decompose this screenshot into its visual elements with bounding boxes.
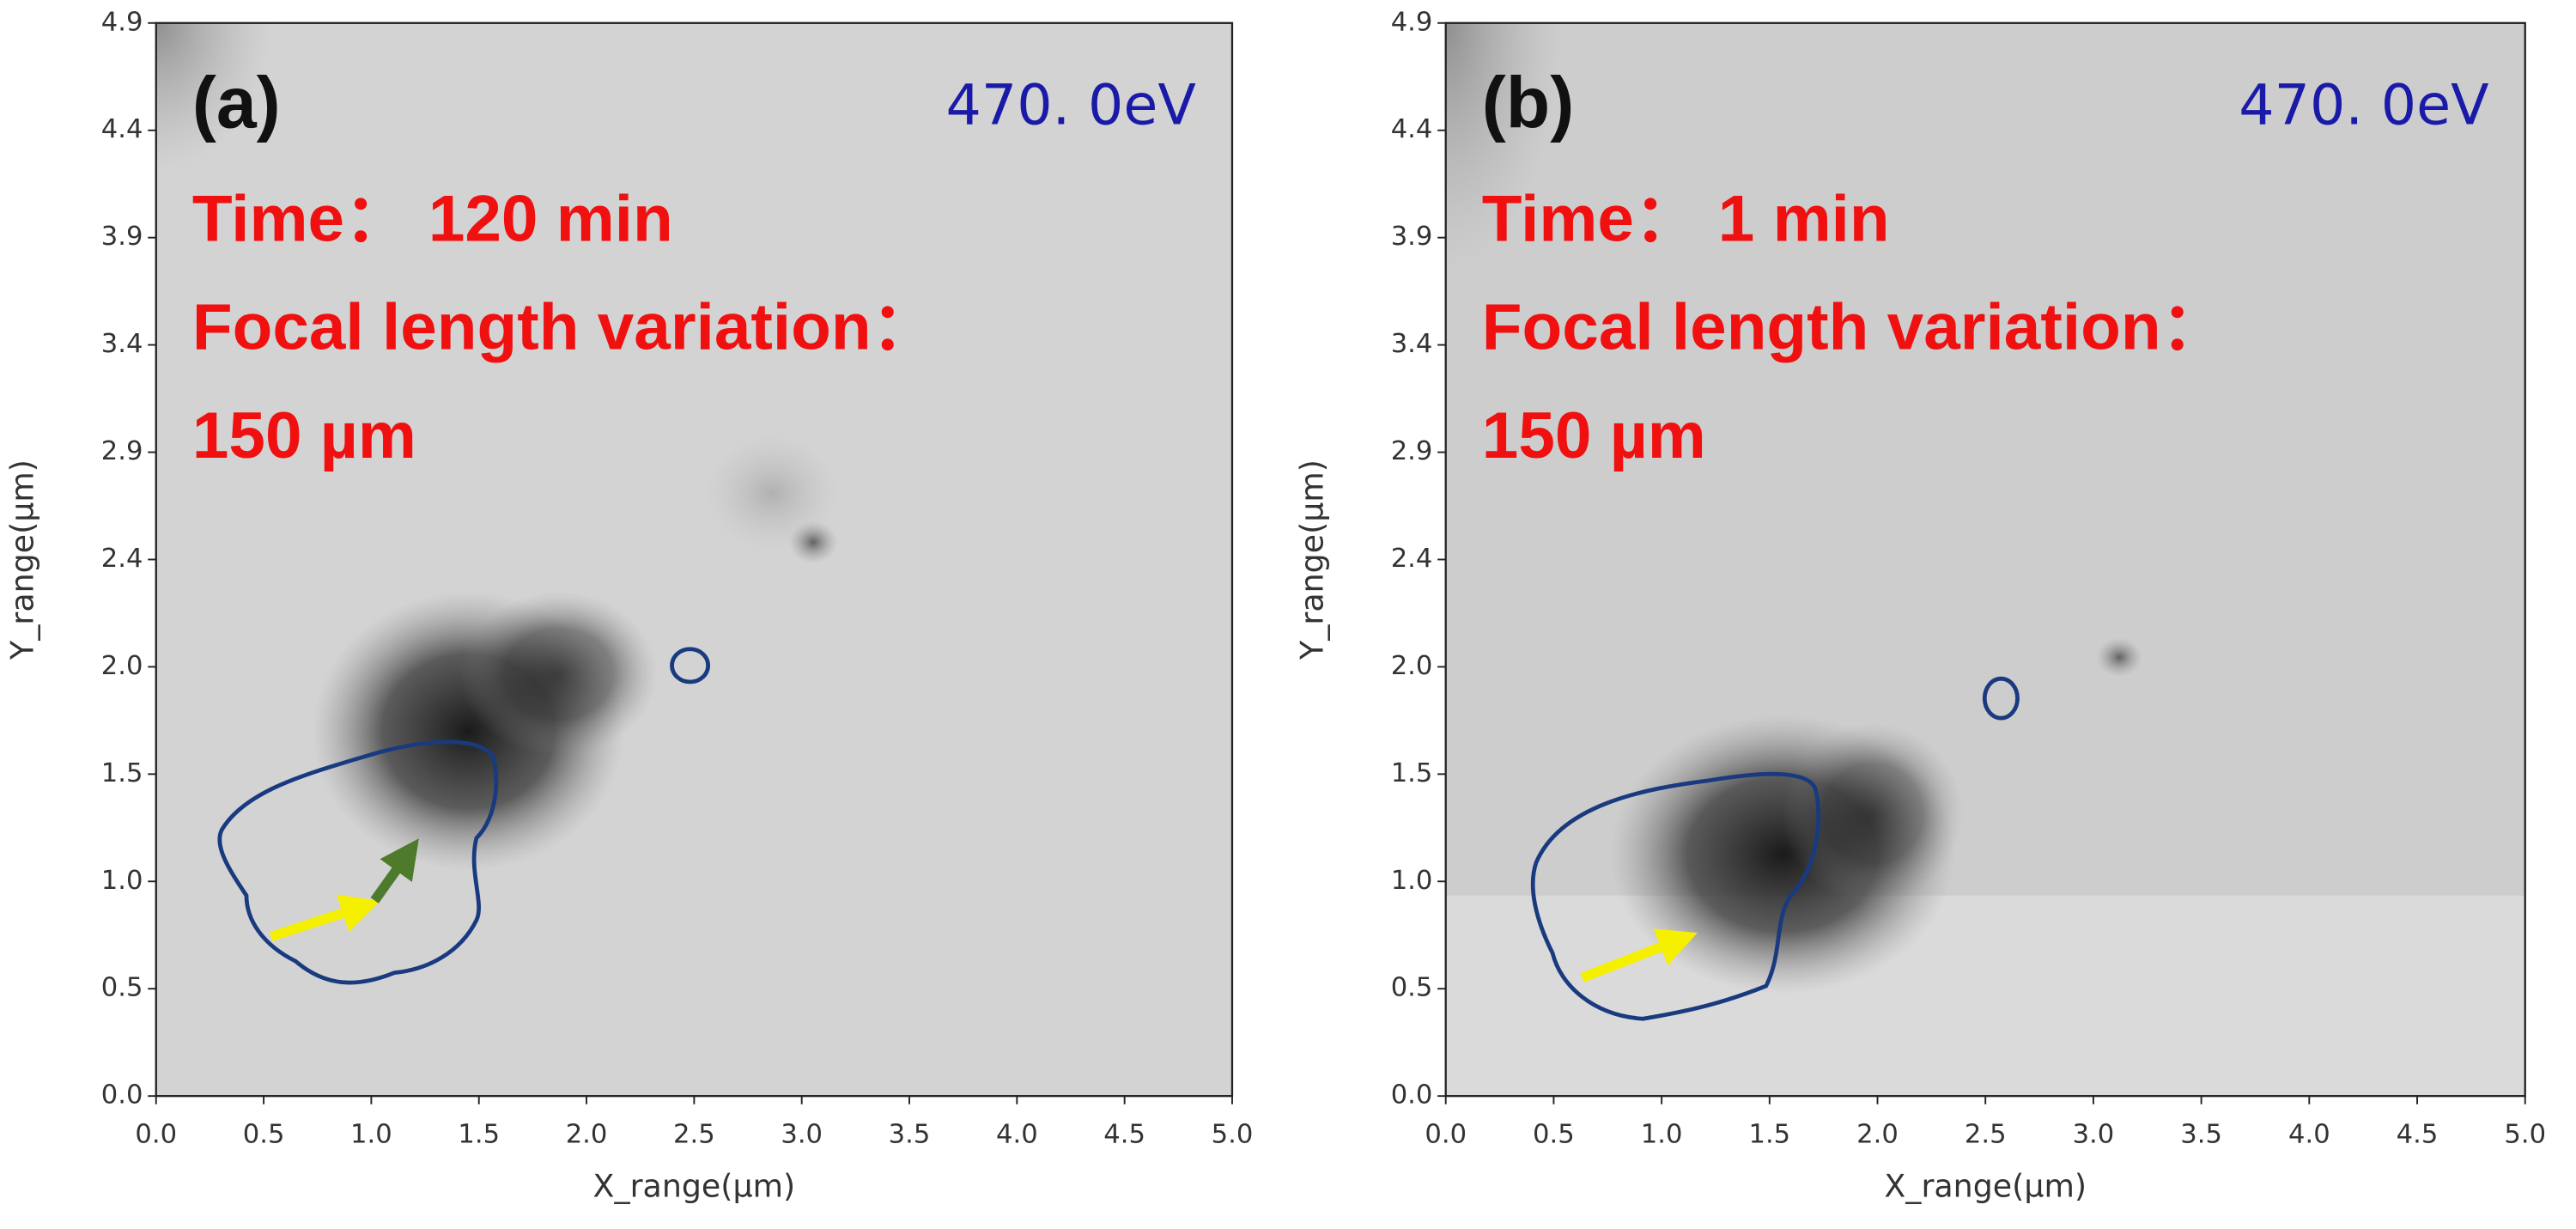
y-tick-label: 4.4 [101,114,143,144]
x-tick-label: 0.0 [1425,1120,1467,1150]
x-tick-label: 3.0 [781,1120,823,1150]
x-tick-label: 2.5 [673,1120,715,1150]
x-tick-label: 2.0 [1856,1120,1899,1150]
y-tick-label: 3.9 [1391,222,1433,252]
x-tick-label: 5.0 [2504,1120,2546,1150]
micrograph-a [155,22,1232,1097]
y-tick-label: 1.0 [101,866,143,896]
x-tick-label: 3.5 [2180,1120,2222,1150]
annotation: 150 µm [1482,399,1706,472]
x-tick-label: 3.0 [2073,1120,2115,1150]
y-tick-label: 3.4 [1391,329,1433,359]
y-tick-label: 2.9 [101,436,143,466]
annotation: Time： 1 min [1482,182,1890,255]
y-tick-label: 1.5 [1391,758,1433,788]
y-tick-label: 2.4 [101,544,143,574]
micrograph-b [1445,22,2525,1097]
x-tick-label: 0.5 [243,1120,285,1150]
y-tick-label: 0.0 [1391,1080,1433,1110]
panel-label: (a) [192,63,281,143]
x-tick-label: 1.5 [458,1120,500,1150]
x-tick-label: 5.0 [1212,1120,1254,1150]
x-tick-label: 0.0 [135,1120,177,1150]
x-axis-label: X_range(µm) [593,1167,796,1204]
x-tick-label: 2.0 [566,1120,608,1150]
x-tick-label: 4.5 [1103,1120,1145,1150]
x-tick-label: 1.0 [350,1120,392,1150]
y-tick-label: 2.0 [1391,651,1433,681]
y-tick-label: 2.9 [1391,436,1433,466]
y-tick-label: 1.5 [101,758,143,788]
x-tick-label: 1.0 [1641,1120,1683,1150]
annotation: Focal length variation： [1482,291,2227,364]
y-tick-label: 0.5 [1391,973,1433,1003]
x-tick-label: 1.5 [1748,1120,1790,1150]
y-tick-label: 3.4 [101,329,143,359]
y-tick-label: 2.4 [1391,544,1433,574]
y-tick-label: 0.5 [101,973,143,1003]
x-tick-label: 3.5 [889,1120,931,1150]
y-tick-label: 0.0 [101,1080,143,1110]
x-tick-label: 2.5 [1965,1120,2007,1150]
y-axis-label: Y_range(µm) [1294,459,1331,660]
energy-label: 470. 0eV [945,73,1195,137]
y-tick-label: 1.0 [1391,866,1433,896]
annotation: 150 µm [192,399,416,472]
y-axis-label: Y_range(µm) [4,459,41,660]
energy-label: 470. 0eV [2239,73,2488,137]
y-tick-label: 4.9 [101,7,143,37]
annotation: Focal length variation： [192,291,937,364]
y-tick-label: 2.0 [101,651,143,681]
x-tick-label: 4.5 [2397,1120,2439,1150]
annotation: Time： 120 min [192,182,673,255]
y-tick-label: 3.9 [101,222,143,252]
x-tick-label: 4.0 [2288,1120,2330,1150]
x-axis-label: X_range(µm) [1884,1167,2087,1204]
panel-label: (b) [1482,63,1574,143]
x-tick-label: 0.5 [1533,1120,1575,1150]
x-tick-label: 4.0 [996,1120,1038,1150]
y-tick-label: 4.9 [1391,7,1433,37]
y-tick-label: 4.4 [1391,114,1433,144]
figure-body: 0.0 0.5 1.0 1.5 2.0 2.5 3.0 3.5 4.0 4.5 5.0 0.0 0.5 1… [4,7,2546,1204]
